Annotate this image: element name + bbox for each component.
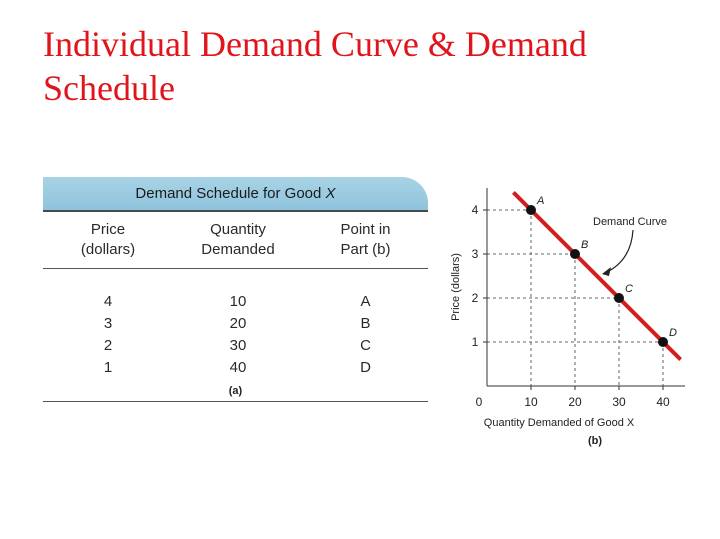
x-tick-label: 20: [568, 395, 582, 409]
table-rule-top: [43, 210, 428, 212]
cell-quantity: 40: [229, 359, 247, 376]
chart-caption: (b): [588, 435, 602, 447]
point-label: D: [669, 327, 677, 339]
data-point: [570, 249, 580, 259]
table-row: 4 10 A: [43, 291, 428, 313]
table-header-row: Price (dollars) Quantity Demanded Point …: [43, 212, 428, 268]
cell-point: B: [360, 315, 371, 332]
y-tick-label: 1: [472, 335, 479, 349]
schedule-grid: Price (dollars) Quantity Demanded Point …: [43, 212, 428, 268]
cell-quantity: 20: [229, 315, 247, 332]
column-header-price: Price (dollars): [80, 221, 136, 258]
data-point: [614, 293, 624, 303]
point-label: C: [625, 283, 633, 295]
point-label: A: [536, 195, 544, 207]
table-row: 1 40 D: [43, 357, 428, 379]
x-tick-label: 10: [524, 395, 538, 409]
slide-title: Individual Demand Curve & Demand Schedul…: [43, 24, 587, 108]
x-axis-title: Quantity Demanded of Good X: [484, 417, 635, 429]
point-label: B: [581, 239, 588, 251]
table-rule-bottom: [43, 401, 428, 402]
cell-point: C: [360, 337, 371, 354]
demand-curve-label: Demand Curve: [593, 216, 667, 228]
table-rule-middle: [43, 268, 428, 269]
cell-price: 3: [103, 315, 113, 332]
schedule-body: 4 10 A 3 20 B 2 30 C 1 40 D: [43, 269, 428, 401]
demand-curve-line: [511, 190, 683, 362]
cell-quantity: 10: [229, 293, 247, 310]
table-heading: Demand Schedule for Good X: [135, 185, 336, 202]
x-tick-label: 30: [612, 395, 626, 409]
x-tick-label: 40: [656, 395, 670, 409]
table-caption: (a): [228, 385, 243, 397]
data-point: [526, 205, 536, 215]
y-axis-title: Price (dollars): [450, 253, 462, 321]
column-header-quantity: Quantity Demanded: [201, 221, 275, 258]
data-point: [658, 337, 668, 347]
cell-point: D: [360, 359, 371, 376]
cell-point: A: [360, 293, 371, 310]
origin-label: 0: [476, 395, 483, 409]
annotation-arrowhead: [602, 267, 611, 276]
cell-price: 2: [103, 337, 113, 354]
cell-price: 1: [103, 359, 113, 376]
cell-quantity: 30: [229, 337, 247, 354]
y-tick-label: 3: [472, 247, 479, 261]
y-tick-label: 2: [472, 291, 479, 305]
table-heading-bar: Demand Schedule for Good X: [43, 177, 428, 210]
cell-price: 4: [103, 293, 113, 310]
table-row: 2 30 C: [43, 335, 428, 357]
table-row: 3 20 B: [43, 313, 428, 335]
y-tick-label: 4: [472, 203, 479, 217]
column-header-point: Point in Part (b): [340, 221, 391, 258]
annotation-arrow: [602, 229, 634, 275]
demand-schedule-table: Demand Schedule for Good X Price (dollar…: [43, 177, 428, 402]
